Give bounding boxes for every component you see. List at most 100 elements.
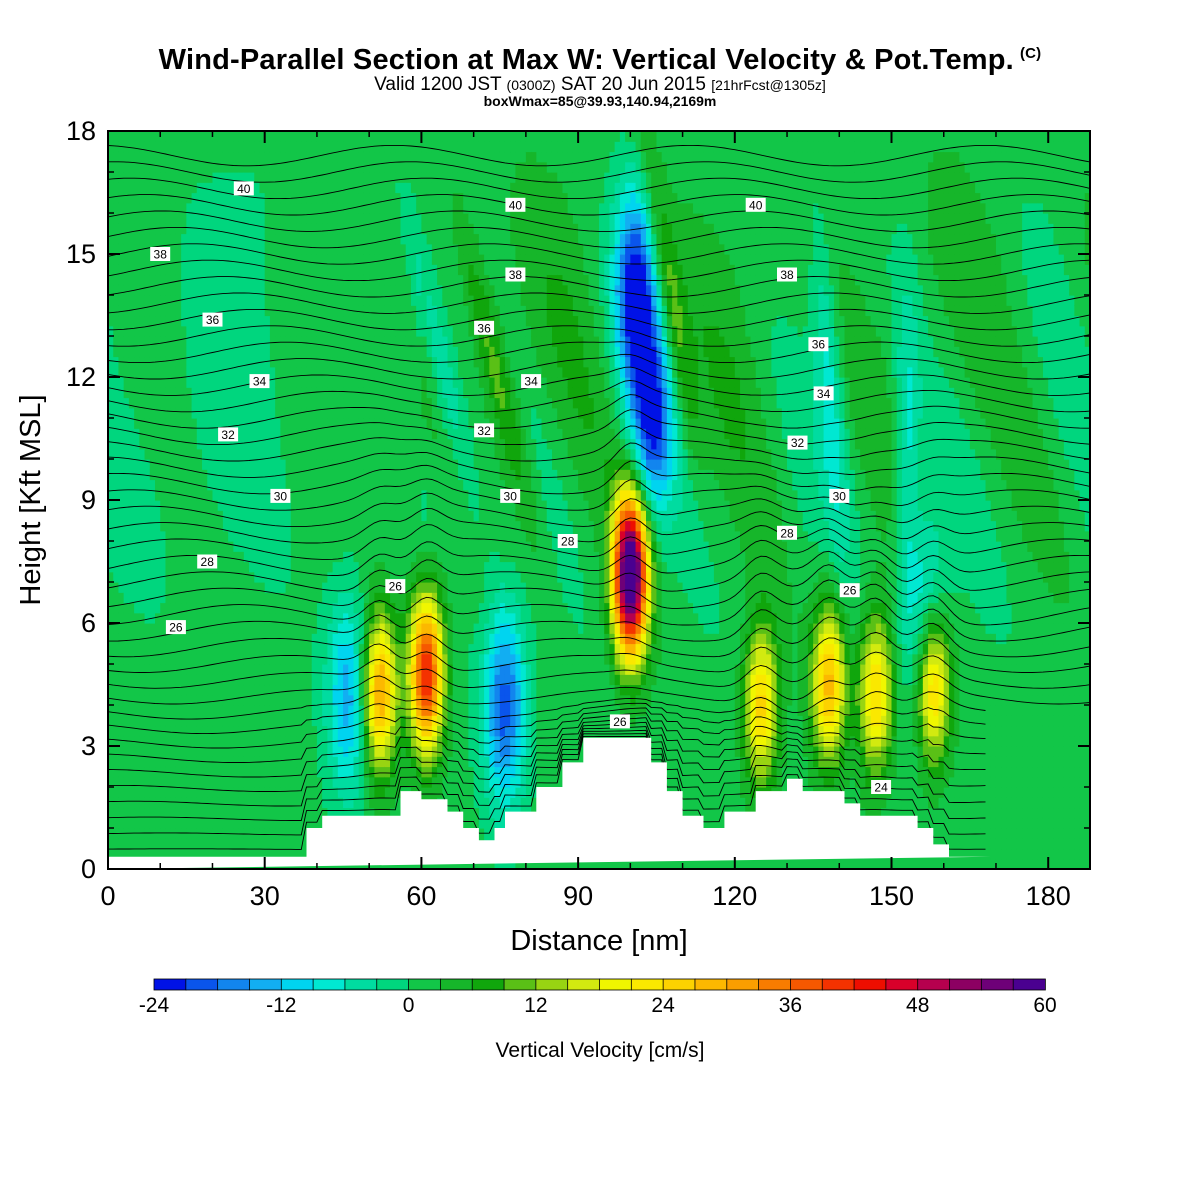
velocity-cell [447, 684, 454, 696]
velocity-cell [243, 612, 250, 624]
velocity-cell [249, 643, 255, 655]
velocity-cell [384, 172, 391, 183]
velocity-cell [144, 254, 151, 265]
velocity-cell [447, 479, 454, 491]
velocity-cell [165, 315, 172, 327]
velocity-cell [128, 459, 135, 470]
velocity-cell [285, 397, 292, 409]
velocity-cell [332, 182, 339, 194]
velocity-cell [327, 633, 334, 645]
velocity-cell [165, 787, 172, 798]
velocity-cell [348, 684, 355, 696]
velocity-cell [191, 366, 198, 378]
velocity-cell [410, 315, 417, 327]
velocity-cell [379, 346, 386, 358]
velocity-cell [228, 407, 234, 419]
velocity-cell [264, 520, 271, 532]
velocity-cell [113, 664, 120, 675]
velocity-cell [254, 776, 261, 788]
velocity-cell [426, 223, 433, 235]
velocity-cell [149, 817, 156, 829]
velocity-cell [421, 243, 428, 255]
velocity-cell [259, 428, 266, 440]
velocity-cell [238, 161, 245, 173]
velocity-cell [264, 592, 271, 604]
velocity-cell [421, 623, 428, 634]
velocity-cell [442, 715, 449, 727]
velocity-cell [196, 202, 203, 214]
velocity-cell [405, 643, 412, 655]
velocity-cell [327, 725, 334, 737]
velocity-cell [353, 274, 360, 286]
velocity-cell [395, 469, 402, 481]
velocity-cell [311, 582, 318, 593]
velocity-cell [259, 766, 266, 778]
velocity-cell [410, 223, 417, 235]
velocity-cell [191, 725, 198, 737]
velocity-cell [233, 377, 240, 388]
velocity-cell [452, 592, 459, 604]
velocity-cell [191, 223, 198, 235]
velocity-cell [217, 838, 224, 850]
velocity-cell [421, 284, 428, 296]
velocity-cell [343, 233, 349, 245]
velocity-cell [144, 838, 151, 850]
velocity-cell [134, 633, 140, 645]
velocity-cell [269, 694, 276, 706]
velocity-cell [123, 664, 130, 675]
velocity-cell [421, 172, 428, 183]
velocity-cell [442, 592, 449, 604]
velocity-cell [384, 233, 391, 245]
velocity-cell [343, 797, 349, 809]
velocity-cell [175, 274, 182, 286]
velocity-cell [139, 202, 146, 214]
velocity-cell [358, 141, 365, 153]
velocity-cell [322, 315, 328, 327]
velocity-cell [139, 582, 146, 593]
velocity-cell [108, 346, 114, 358]
velocity-cell [390, 407, 396, 419]
velocity-cell [280, 643, 287, 655]
velocity-cell [431, 315, 438, 327]
velocity-cell [452, 510, 459, 522]
velocity-cell [405, 295, 412, 306]
velocity-cell [228, 254, 234, 265]
velocity-cell [447, 500, 454, 511]
velocity-cell [322, 469, 328, 481]
velocity-cell [149, 674, 156, 686]
velocity-cell [332, 325, 339, 337]
velocity-cell [296, 459, 302, 470]
velocity-cell [217, 346, 224, 358]
velocity-cell [353, 653, 360, 665]
velocity-cell [259, 592, 266, 604]
velocity-cell [384, 387, 391, 399]
velocity-cell [275, 336, 281, 347]
velocity-cell [165, 284, 172, 296]
velocity-cell [160, 838, 167, 850]
velocity-cell [259, 182, 266, 194]
velocity-cell [165, 295, 172, 306]
velocity-cell [416, 633, 422, 645]
velocity-cell [348, 746, 355, 757]
velocity-cell [149, 828, 156, 839]
velocity-cell [243, 828, 250, 839]
velocity-cell [337, 479, 344, 491]
velocity-cell [181, 202, 187, 214]
velocity-cell [217, 243, 224, 255]
velocity-cell [400, 776, 407, 788]
velocity-cell [139, 366, 146, 378]
velocity-cell [327, 500, 334, 511]
velocity-cell [301, 500, 308, 511]
velocity-cell [149, 479, 156, 491]
velocity-cell [249, 612, 255, 624]
velocity-cell [416, 500, 422, 511]
velocity-cell [254, 438, 261, 450]
velocity-cell [269, 131, 276, 142]
velocity-cell [238, 715, 245, 727]
velocity-cell [233, 530, 240, 542]
velocity-cell [358, 202, 365, 214]
velocity-cell [249, 141, 255, 153]
velocity-cell [322, 715, 328, 727]
velocity-cell [301, 561, 308, 573]
velocity-cell [369, 325, 375, 337]
